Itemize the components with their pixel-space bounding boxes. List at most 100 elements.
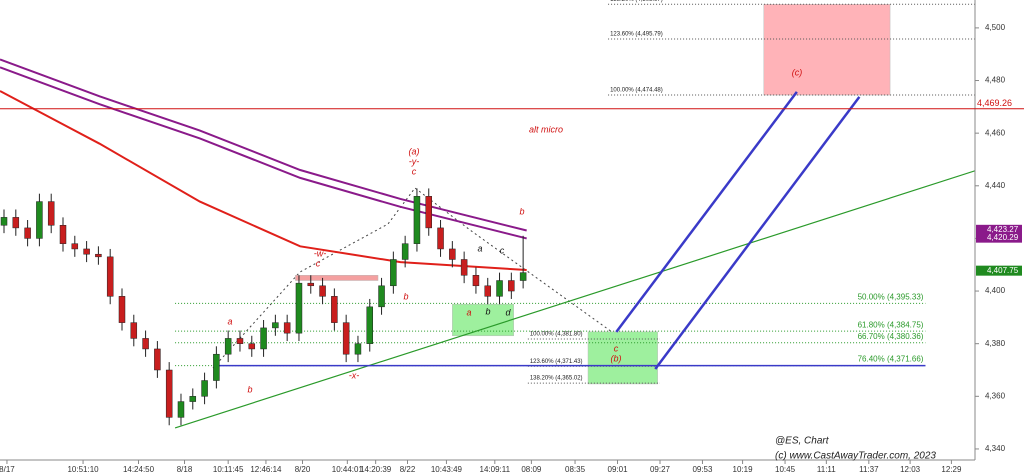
candle-body <box>106 256 114 297</box>
x-tick-label: 14:24:50 <box>123 465 155 474</box>
wave-label: d <box>505 307 511 317</box>
fib-label: 138.20% (4,365.02) <box>530 376 583 382</box>
fib-label: 123.60% (4,371.43) <box>530 359 583 365</box>
y-tick-label: 4,400 <box>985 286 1006 295</box>
fib-label: 123.60% (4,495.79) <box>610 32 663 38</box>
candle-body <box>519 272 527 281</box>
candle-body <box>24 227 31 239</box>
overlay-line <box>654 96 861 370</box>
candle-body <box>460 259 468 276</box>
x-tick-label: 10:11:45 <box>213 465 244 474</box>
candle-body <box>401 243 409 260</box>
candle-body <box>95 253 102 258</box>
candle-body <box>224 338 232 355</box>
overlay-line <box>615 91 798 333</box>
candle-body <box>508 280 515 292</box>
candle-body <box>366 306 374 344</box>
candle-body <box>390 259 397 287</box>
y-tick-label: 4,340 <box>985 444 1006 453</box>
x-tick-label: 8/20 <box>295 465 311 474</box>
candle-body <box>449 248 456 260</box>
x-tick-label: 12:29 <box>941 465 962 474</box>
wave-label: -x- <box>349 370 360 380</box>
zone <box>587 331 658 385</box>
candle-body <box>248 343 256 350</box>
candle-body <box>189 396 197 402</box>
x-tick-label: 10:44:01 <box>332 465 364 474</box>
wave-label: (c) <box>792 67 803 77</box>
wave-label: c <box>500 245 505 255</box>
x-tick-label: 8/22 <box>400 465 416 474</box>
zone <box>452 303 514 337</box>
x-tick-label: 8/18 <box>177 465 193 474</box>
x-tick-label: 09:01 <box>608 465 629 474</box>
x-tick-label: 8/17 <box>0 465 15 474</box>
candle-body <box>236 338 244 344</box>
wave-label: a <box>466 307 471 317</box>
x-tick-label: 09:53 <box>692 465 713 474</box>
candle-body <box>484 285 491 297</box>
wave-label: b <box>519 206 524 216</box>
price-tag-label: 4,423.27 <box>987 225 1019 234</box>
candle-body <box>177 401 185 418</box>
wave-label: -w- <box>314 248 327 258</box>
candle-body <box>59 225 67 244</box>
resistance-label: 4,469.26 <box>977 98 1012 108</box>
wave-label: b <box>485 306 490 316</box>
fib-label: 138.20% (4,508.97) <box>610 0 663 3</box>
candle-body <box>472 275 480 287</box>
wave-label: a <box>477 243 482 253</box>
wave-label: b <box>403 291 408 301</box>
x-tick-label: 11:37 <box>859 465 879 474</box>
overlay-line <box>0 66 527 240</box>
watermark: (c) www.CastAwayTrader.com, 2023 <box>775 451 936 462</box>
fib-label: 61.80% (4,384.75) <box>858 320 924 329</box>
price-tag <box>976 232 1022 243</box>
x-tick-label: 12:03 <box>900 465 921 474</box>
candle-body <box>342 322 350 355</box>
x-tick-label: 09:27 <box>650 465 671 474</box>
candle-body <box>437 227 444 250</box>
y-tick-label: 4,500 <box>985 23 1006 32</box>
y-tick-label: 4,480 <box>985 76 1006 85</box>
x-tick-label: 14:20:39 <box>360 465 392 474</box>
wave-label: alt micro <box>529 124 563 134</box>
wave-label: a <box>227 316 232 326</box>
candle-body <box>12 217 20 229</box>
candle-body <box>354 343 362 355</box>
overlay-line <box>0 58 527 232</box>
price-tag <box>976 265 1022 276</box>
candle-body <box>295 282 303 334</box>
wave-label: (a) <box>409 146 420 156</box>
plot-area: 50.00% (4,395.33) 61.80% (4,384.75) 66.70%… <box>0 0 975 429</box>
x-tick-label: 12:46:14 <box>250 465 282 474</box>
candle-body <box>307 282 315 287</box>
price-tag <box>976 224 1022 235</box>
fib-label: 66.70% (4,380.36) <box>858 332 924 341</box>
y-tick-label: 4,380 <box>985 339 1006 348</box>
fib-label: 76.40% (4,371.66) <box>858 355 924 364</box>
fib-label: 50.00% (4,395.33) <box>858 292 924 301</box>
x-tick-label: 10:43:49 <box>431 465 463 474</box>
candle-body <box>425 196 432 229</box>
wave-guide <box>212 187 613 369</box>
candle-body <box>47 201 55 226</box>
candle-body <box>413 196 421 244</box>
x-tick-label: 10:51:10 <box>67 465 99 474</box>
zone <box>763 4 891 96</box>
overlay-line <box>0 90 527 271</box>
candle-body <box>118 296 126 323</box>
x-tick-label: 14:09:11 <box>480 465 511 474</box>
candle-body <box>36 201 43 239</box>
candle-body <box>130 322 138 339</box>
wave-label: -y- <box>409 156 420 166</box>
watermark: @ES, Chart <box>775 436 830 447</box>
candle-body <box>213 353 220 381</box>
wave-label: c <box>412 166 417 176</box>
candle-body <box>201 380 208 397</box>
x-tick-label: 08:09 <box>521 465 542 474</box>
candle-body <box>283 322 291 334</box>
candle-body <box>0 217 8 226</box>
zone <box>295 275 379 281</box>
